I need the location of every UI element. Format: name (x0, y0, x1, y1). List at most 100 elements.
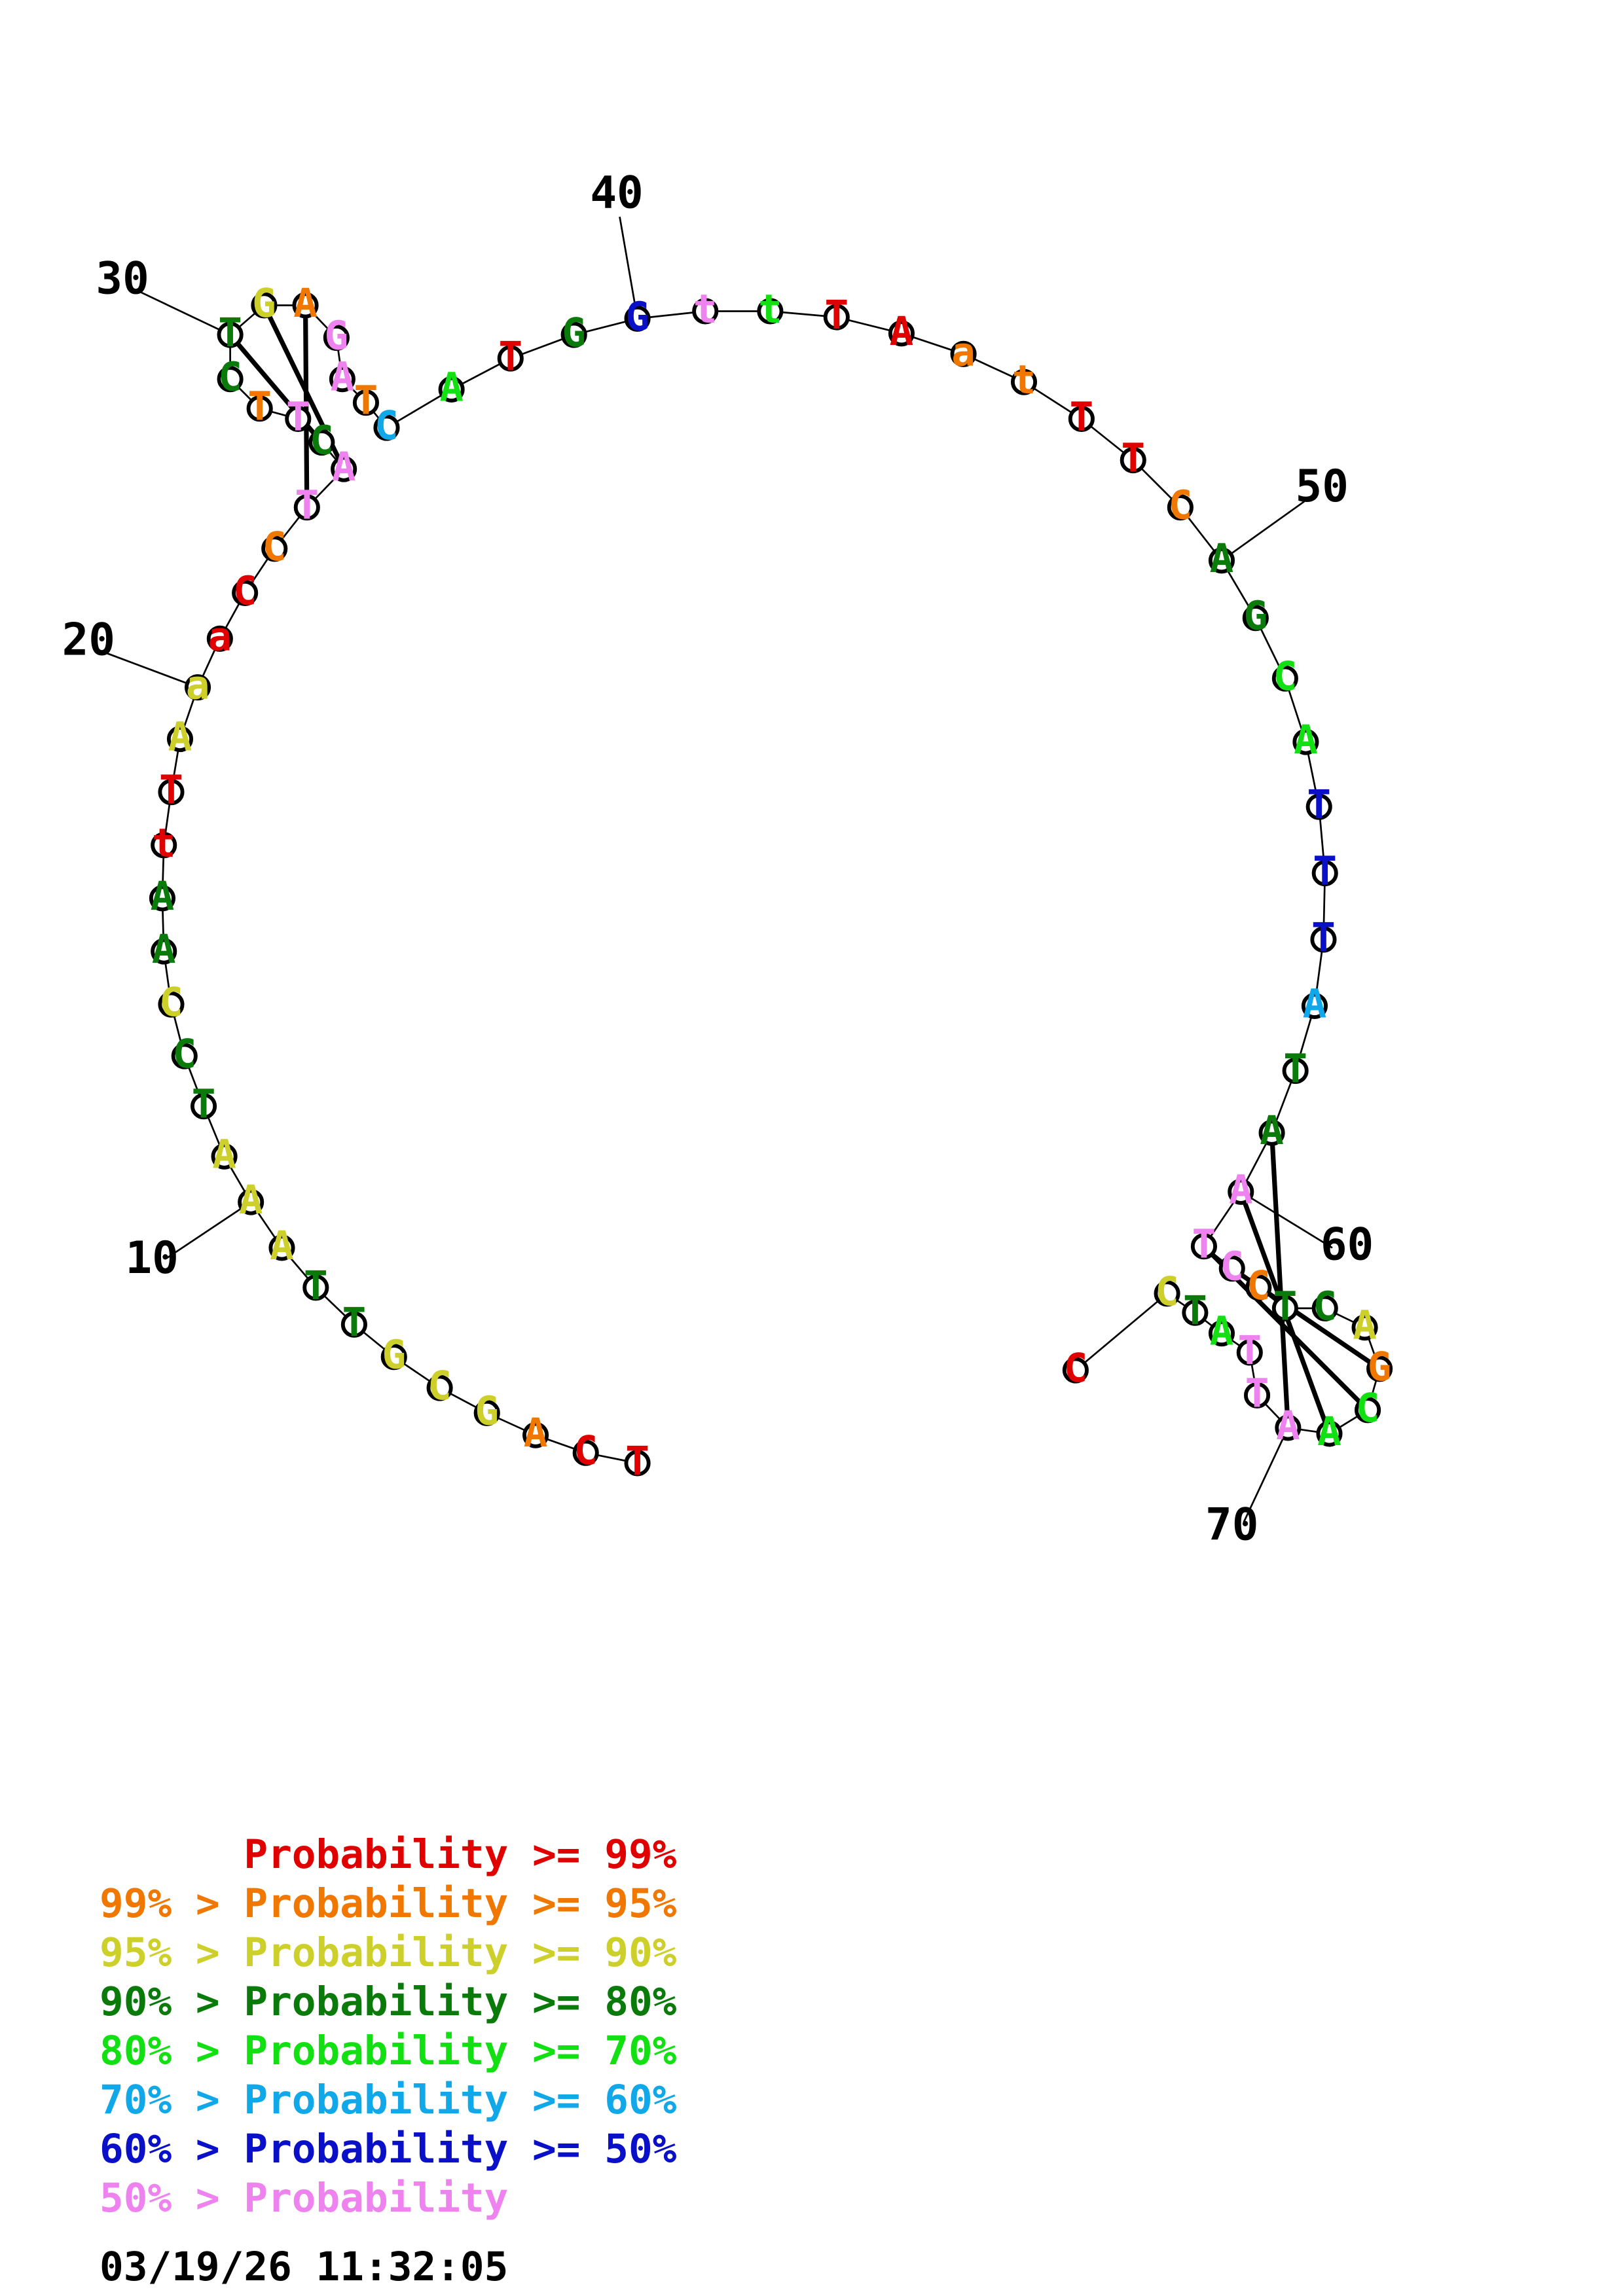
nucleotide-circle (522, 1422, 549, 1448)
nucleotide: G (1242, 594, 1269, 639)
nucleotide: A (1258, 1108, 1285, 1154)
nucleotide-letter: T (295, 483, 319, 529)
nucleotide-letter: C (574, 1428, 598, 1474)
nucleotide-letter: G (1243, 594, 1267, 639)
nucleotide: T (1305, 782, 1332, 828)
nucleotide-letter: a (186, 663, 210, 709)
nucleotide: C (1218, 1244, 1245, 1290)
nucleotide: T (293, 483, 320, 529)
nucleotide-circle (1120, 447, 1146, 474)
nucleotide: C (158, 980, 185, 1026)
legend-row: 95% > Probability >= 90% (100, 1929, 677, 1976)
nucleotide-circle (1228, 1178, 1254, 1205)
nucleotide-circle (373, 414, 400, 441)
nucleotide-circle (331, 456, 357, 482)
nucleotide: A (166, 715, 194, 761)
nucleotide-circle (1271, 1295, 1298, 1321)
nucleotide: C (1245, 1263, 1272, 1309)
nucleotide-letter: a (208, 614, 232, 660)
nucleotide: t (692, 287, 719, 332)
nucleotide-letter: C (218, 355, 242, 401)
nucleotide-circle (1311, 1295, 1338, 1321)
nucleotide-letter: a (951, 329, 976, 375)
position-label: 20 (62, 614, 115, 666)
nucleotide: T (1190, 1222, 1217, 1268)
nucleotide: T (246, 384, 273, 430)
nucleotide: T (190, 1082, 217, 1128)
nucleotide-circle (323, 324, 350, 351)
nucleotide: A (151, 927, 177, 973)
nucleotide-circle (692, 298, 719, 325)
nucleotide-circle (1271, 665, 1298, 692)
nucleotide: C (572, 1428, 599, 1474)
nucleotide-letter: T (286, 394, 310, 440)
legend-row: Probability >= 99% (100, 1831, 677, 1878)
nucleotide-circle (888, 320, 915, 347)
nucleotide-circle (171, 1043, 198, 1069)
nucleotide-letter: A (1317, 1409, 1341, 1455)
nucleotide-letter: C (428, 1363, 452, 1409)
nucleotide-circle (560, 321, 587, 348)
nucleotide-letter: T (1192, 1222, 1216, 1268)
nucleotide-letter: A (1210, 1309, 1234, 1355)
nucleotide-circle (1316, 1420, 1343, 1447)
nucleotide-circle (268, 1234, 295, 1261)
nucleotide-letter: G (475, 1388, 499, 1434)
nucleotide-letter: T (1307, 782, 1331, 828)
nucleotide: A (1316, 1409, 1343, 1455)
position-label: 70 (1205, 1499, 1258, 1551)
nucleotide-letter: A (239, 1177, 263, 1223)
nucleotide-circle (1275, 1414, 1302, 1441)
nucleotide-circle (352, 389, 379, 416)
nucleotide-circle (624, 1450, 651, 1477)
nucleotide: T (352, 378, 379, 424)
nucleotide-letter: T (218, 310, 242, 356)
nucleotide: T (1310, 915, 1337, 961)
nucleotide: T (285, 394, 312, 440)
nucleotide: a (950, 329, 977, 375)
nucleotide-circle (238, 1189, 264, 1215)
nucleotide-letter: G (625, 294, 649, 340)
nucleotide-letter: C (1169, 483, 1193, 529)
nucleotide: t (1010, 357, 1038, 403)
nucleotide-circle (1154, 1280, 1180, 1307)
nucleotide-letter: T (192, 1082, 216, 1128)
nucleotide-letter: T (1245, 1371, 1269, 1416)
nucleotide-circle (438, 376, 465, 403)
nucleotide: A (1208, 536, 1235, 582)
nucleotide-circle (1062, 1357, 1089, 1384)
nucleotide: T (302, 1263, 329, 1309)
nucleotide-letter: A (1276, 1403, 1300, 1449)
nucleotide-letter: A (1294, 717, 1318, 763)
nucleotide-circle (950, 340, 977, 367)
nucleotide-circle (1010, 368, 1038, 395)
nucleotide-letter: C (1220, 1244, 1244, 1290)
nucleotide-letter: A (524, 1410, 548, 1456)
nucleotide-letter: A (270, 1223, 294, 1269)
nucleotide-letter: C (1247, 1263, 1271, 1309)
nucleotide-circle (757, 298, 784, 325)
nucleotide-circle (1366, 1355, 1393, 1382)
nucleotide-circle (1244, 1382, 1271, 1408)
nucleotide-letter: A (331, 355, 355, 401)
nucleotide: A (1351, 1303, 1378, 1349)
nucleotide-circle (1242, 605, 1269, 632)
nucleotide: A (888, 309, 915, 355)
nucleotide-letter: A (1210, 536, 1234, 582)
nucleotide-letter: C (1356, 1386, 1380, 1431)
nucleotide-circle (190, 1093, 217, 1120)
nucleotide: G (323, 314, 350, 359)
legend-row: 60% > Probability >= 50% (100, 2126, 677, 2172)
nucleotide-letter: T (1273, 1283, 1298, 1329)
nucleotide-letter: T (625, 1439, 649, 1484)
nucleotide: T (1282, 1047, 1309, 1092)
legend-row: 80% > Probability >= 70% (100, 2028, 677, 2074)
legend-row: 50% > Probability (100, 2175, 509, 2221)
nucleotide-circle (292, 292, 319, 319)
nucleotide: T (497, 334, 524, 380)
nucleotide-circle (1351, 1314, 1378, 1341)
nucleotide: C (1154, 1269, 1180, 1315)
nucleotide: A (438, 365, 465, 410)
nucleotide-circle (1208, 1320, 1235, 1347)
